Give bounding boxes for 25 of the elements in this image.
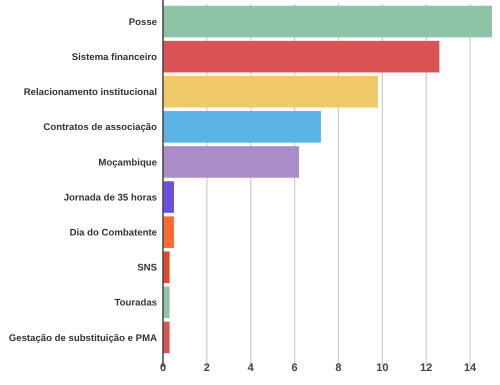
y-tick-label: SNS	[137, 262, 158, 274]
x-tick-label: 0	[160, 362, 166, 374]
x-tick-label: 12	[420, 362, 432, 374]
y-tick-label: Dia do Combatente	[70, 228, 157, 239]
bar	[163, 76, 378, 108]
y-tick-label: Relacionamento institucional	[24, 87, 157, 98]
x-tick-label: 4	[248, 362, 255, 374]
x-tick-label: 10	[376, 362, 388, 374]
bar	[163, 40, 440, 72]
bar	[163, 146, 299, 178]
x-tick-label: 8	[335, 362, 342, 374]
bar	[163, 6, 492, 38]
y-tick-label: Contratos de associação	[43, 122, 158, 134]
y-tick-label: Sistema financeiro	[72, 52, 158, 64]
y-tick-label: Moçambique	[98, 157, 157, 168]
x-tick-label: 6	[292, 362, 298, 374]
y-tick-label: Gestação de substituição e PMA	[8, 332, 158, 344]
x-tick-label: 14	[464, 362, 478, 374]
y-tick-label: Posse	[128, 16, 157, 28]
y-tick-label: Jornada de 35 horas	[64, 192, 157, 204]
bar	[163, 216, 174, 248]
bar	[163, 181, 174, 213]
x-tick-label: 2	[204, 362, 210, 374]
y-tick-label: Touradas	[114, 298, 157, 309]
bar	[163, 111, 321, 143]
